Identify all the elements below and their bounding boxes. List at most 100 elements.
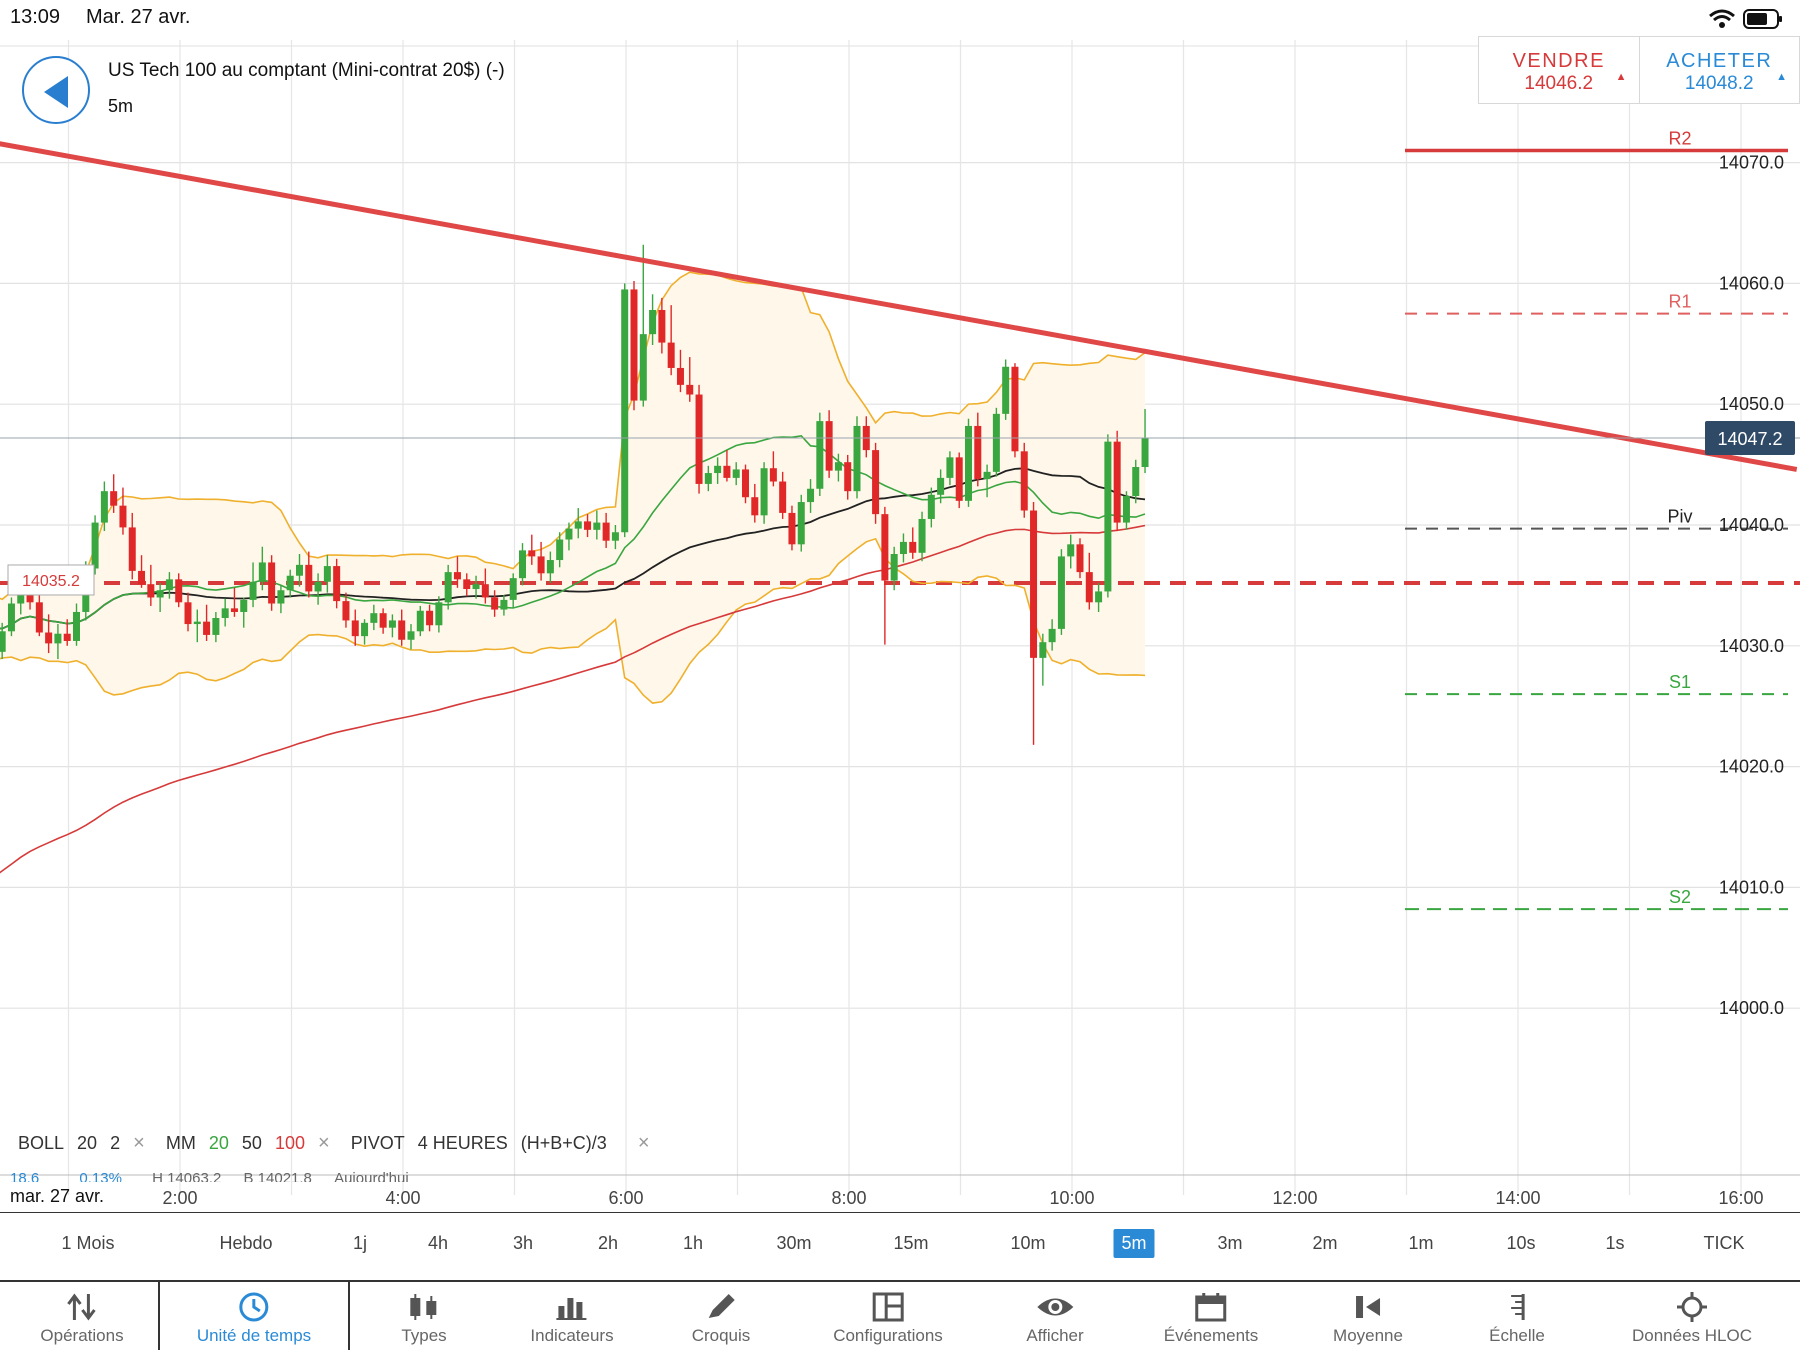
mm-50: 50 (241, 1133, 262, 1153)
candle-body (175, 579, 183, 603)
remove-boll-icon[interactable]: × (133, 1132, 145, 1154)
candle-body (1122, 496, 1130, 523)
candle-body (899, 541, 907, 554)
period-4h[interactable]: 4h (427, 1233, 449, 1253)
period-1h[interactable]: 1h (682, 1233, 704, 1253)
tool-indicators[interactable]: Indicateurs (530, 1282, 614, 1350)
buy-button[interactable]: ACHETER 14048.2 ▲ (1638, 37, 1800, 103)
sell-price: 14046.2 (1524, 73, 1594, 94)
up-triangle-icon: ▲ (1776, 71, 1787, 83)
candle-body (221, 608, 229, 619)
legend-high: H 14063.2 (152, 1170, 222, 1182)
sell-button[interactable]: VENDRE 14046.2 ▲ (1479, 37, 1639, 103)
candle-body (1048, 628, 1056, 643)
boll-dev: 2 (110, 1133, 121, 1153)
up-triangle-icon: ▲ (1615, 71, 1627, 83)
tool-average[interactable]: Moyenne (1333, 1282, 1403, 1350)
candle-body (407, 631, 415, 640)
price-chart[interactable]: R2 R1 Piv S1 S2 14047.2 14070.0 14060.0 14050.0 1… (0, 36, 1800, 1212)
candle-body (500, 599, 508, 610)
candle-body (258, 562, 266, 582)
back-button[interactable] (22, 56, 90, 124)
candle-body (584, 521, 592, 530)
tool-drawing[interactable]: Croquis (691, 1282, 751, 1350)
remove-pivot-icon[interactable]: × (637, 1132, 650, 1154)
tool-timeframe[interactable]: Unité de temps (197, 1282, 311, 1350)
mm-20: 20 (208, 1133, 229, 1153)
calendar-icon (1195, 1293, 1227, 1322)
legend-today: Aujourd'hui (334, 1170, 409, 1182)
candle-body (742, 469, 749, 498)
operations-icon (66, 1293, 96, 1321)
candle-body (686, 384, 694, 395)
period-10s[interactable]: 10s (1506, 1233, 1536, 1253)
candle-body (965, 425, 972, 501)
period-hebdo[interactable]: Hebdo (219, 1233, 273, 1253)
wifi-icon (1709, 9, 1735, 28)
tool-operations[interactable]: Opérations (40, 1282, 124, 1350)
period-15m[interactable]: 15m (893, 1233, 929, 1253)
candle-body (844, 462, 852, 492)
pivot-label-r1: R1 (1668, 292, 1691, 312)
tool-display[interactable]: Afficher (1026, 1282, 1084, 1350)
candle-body (0, 631, 6, 652)
period-30m[interactable]: 30m (776, 1233, 812, 1253)
tool-scale[interactable]: Échelle (1489, 1282, 1545, 1350)
legend-change: 18.6 (10, 1170, 40, 1182)
period-2h[interactable]: 2h (597, 1233, 619, 1253)
period-10m[interactable]: 10m (1010, 1233, 1046, 1253)
period-1m[interactable]: 1m (1408, 1233, 1434, 1253)
tool-types[interactable]: Types (401, 1282, 447, 1350)
candle-body (156, 590, 164, 598)
candle-body (1039, 642, 1047, 658)
candle-body (704, 473, 712, 484)
scale-icon (1510, 1294, 1525, 1320)
candle-body (602, 522, 610, 541)
tool-label: Échelle (1489, 1326, 1545, 1345)
bottom-toolbar: Opérations Unité de temps Types Indicate… (0, 1280, 1800, 1350)
remove-mm-icon[interactable]: × (318, 1132, 330, 1154)
wifi-battery-icons (1709, 9, 1782, 29)
candle-body (611, 532, 619, 541)
candle-body (853, 425, 861, 492)
trendline (0, 141, 1798, 472)
candle-body (1002, 366, 1010, 414)
period-2m[interactable]: 2m (1312, 1233, 1338, 1253)
candle-body (909, 541, 917, 553)
y-tick-label: 14030.0 (1719, 636, 1784, 656)
period-1-mois[interactable]: 1 Mois (61, 1233, 115, 1253)
tool-label: Croquis (691, 1326, 751, 1345)
period-5m[interactable]: 5m (1113, 1229, 1155, 1258)
candle-body (342, 601, 350, 621)
period-3m[interactable]: 3m (1217, 1233, 1243, 1253)
toolbar-divider (348, 1282, 350, 1350)
candle-body (230, 608, 238, 612)
candle-body (63, 633, 71, 641)
candle-body (918, 518, 926, 553)
tool-configurations[interactable]: Configurations (833, 1282, 943, 1350)
candle-body (7, 603, 15, 632)
candle-body (240, 599, 248, 612)
period-3h[interactable]: 3h (512, 1233, 534, 1253)
candle-body (305, 564, 313, 592)
candle-body (676, 367, 684, 385)
period-1j[interactable]: 1j (352, 1233, 368, 1253)
candle-body (35, 602, 43, 633)
candle-body (760, 468, 768, 516)
tool-hloc-data[interactable]: Données HLOC (1632, 1282, 1752, 1350)
candle-body (574, 521, 582, 529)
candle-body (1067, 544, 1075, 557)
tool-events[interactable]: Événements (1164, 1282, 1258, 1350)
period-1s[interactable]: 1s (1605, 1233, 1625, 1253)
toolbar-divider (158, 1282, 160, 1350)
candle-body (1057, 556, 1065, 629)
buy-price: 14048.2 (1684, 73, 1754, 94)
pivot-period: 4 HEURES (417, 1133, 508, 1153)
candle-body (444, 572, 452, 603)
period-tick[interactable]: TICK (1703, 1233, 1745, 1253)
candle-body (769, 468, 777, 482)
support-label: 14035.2 (22, 573, 80, 590)
candle-body (732, 469, 740, 478)
candle-body (723, 465, 731, 478)
candle-body (1113, 441, 1121, 523)
